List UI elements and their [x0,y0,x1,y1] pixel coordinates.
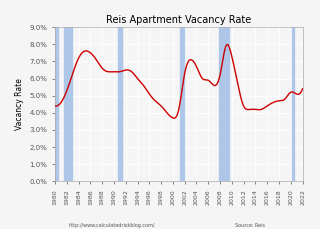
Text: Source: Reis: Source: Reis [235,223,265,228]
Text: http://www.calculatedriskblog.com/: http://www.calculatedriskblog.com/ [69,223,155,228]
Bar [180,27,184,181]
Bar [64,27,72,181]
Bar [292,27,294,181]
Bar [220,27,229,181]
Y-axis label: Vacancy Rate: Vacancy Rate [15,78,24,130]
Title: Reis Apartment Vacancy Rate: Reis Apartment Vacancy Rate [106,15,252,25]
Bar [117,27,122,181]
Bar [55,27,58,181]
